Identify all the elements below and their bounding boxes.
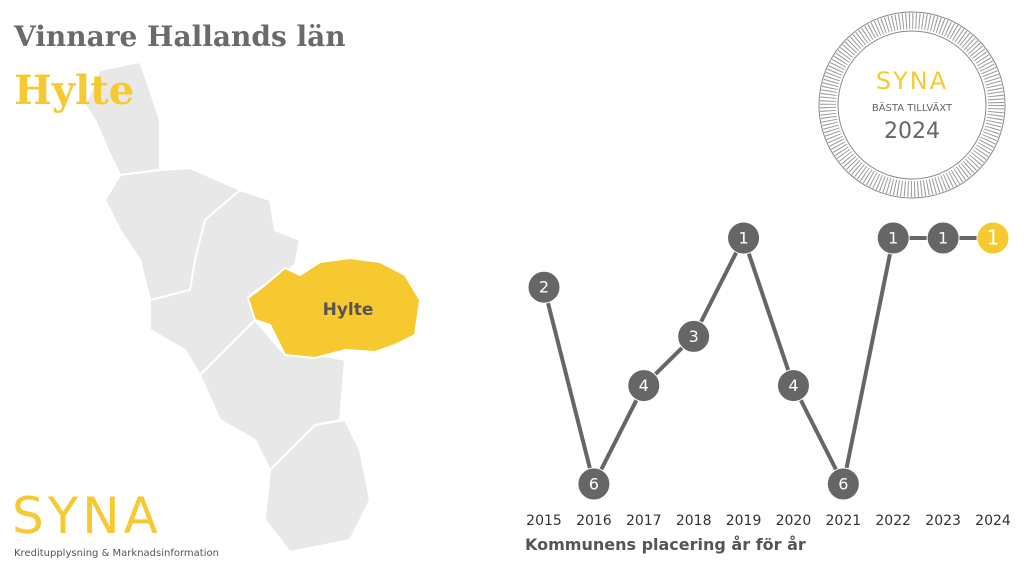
data-label: 1 [938, 229, 948, 248]
badge-text: BÄSTA TILLVÄXT [872, 101, 953, 114]
data-label: 4 [788, 376, 798, 395]
title: Vinnare Hallands län [13, 20, 346, 53]
data-label: 1 [888, 229, 898, 248]
badge: SYNA BÄSTA TILLVÄXT 2024 [818, 11, 1006, 199]
map-label: Hylte [323, 300, 374, 320]
badge-ring [820, 13, 1004, 197]
point [876, 221, 910, 255]
point [677, 319, 711, 353]
map-region [263, 418, 372, 554]
data-label: 6 [838, 475, 848, 494]
data-label: 4 [639, 376, 649, 395]
x-tick-label: 2020 [776, 513, 812, 529]
line [542, 236, 993, 486]
badge-brand: SYNA [876, 67, 948, 95]
x-tick-label: 2015 [526, 513, 562, 529]
data-label: 6 [589, 475, 599, 494]
point [926, 221, 960, 255]
x-tick-label: 2024 [975, 513, 1011, 529]
x-tick-label: 2019 [726, 513, 762, 529]
point [627, 369, 661, 403]
map: Hylte [83, 60, 422, 554]
x-tick-label: 2023 [925, 513, 961, 529]
point [577, 467, 611, 501]
point [826, 467, 860, 501]
badge-ring [818, 11, 1006, 199]
winner: Hylte [14, 67, 134, 114]
x-tick-label: 2017 [626, 513, 662, 529]
logo-tagline: Kreditupplysning & Marknadsinformation [14, 548, 219, 559]
data-label: 1 [738, 229, 748, 248]
x-tick-label: 2021 [826, 513, 862, 529]
x-tick-label: 2016 [576, 513, 612, 529]
data-label: 2 [539, 278, 549, 297]
chart: 2015 2 2016 6 2017 4 2018 3 2019 1 2020 4 2021 6 2022 1… [526, 221, 1011, 529]
point [776, 369, 810, 403]
x-tick-label: 2018 [676, 513, 712, 529]
point [527, 270, 561, 304]
data-label: 3 [689, 327, 699, 346]
point [727, 221, 761, 255]
logo-brand: SYNA [12, 487, 162, 545]
badge-ring [837, 30, 987, 180]
x-axis-label: Kommunens placering år för år [525, 535, 806, 554]
map-highlight [246, 256, 422, 360]
badge-year: 2024 [884, 119, 940, 144]
x-tick-label: 2022 [875, 513, 911, 529]
data-label: 1 [987, 226, 1000, 250]
point [976, 221, 1010, 255]
